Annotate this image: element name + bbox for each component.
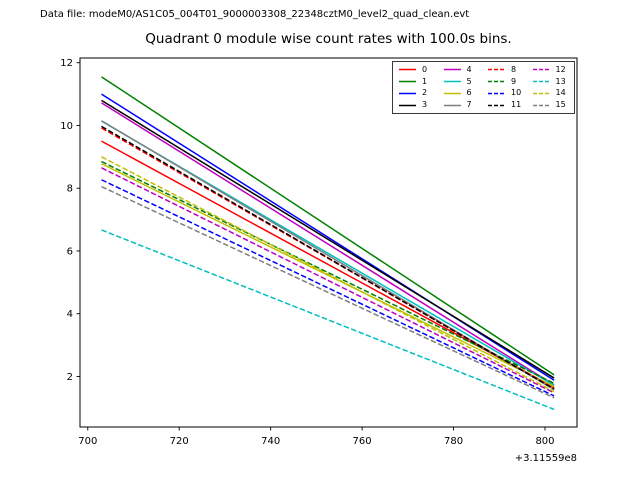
series-line-12: [101, 167, 555, 394]
series-line-4: [101, 102, 555, 386]
legend-entry-label: 11: [511, 100, 522, 110]
plot-frame: [79, 57, 578, 428]
legend-entry-label: 7: [466, 100, 472, 110]
series-line-9: [101, 160, 555, 385]
legend-line-sample: [443, 69, 461, 71]
legend-entry-label: 2: [422, 88, 428, 98]
legend-entry-5: 5: [443, 76, 482, 88]
series-line-11: [101, 125, 555, 390]
series-line-13: [101, 229, 555, 411]
series-line-3: [101, 99, 555, 379]
y-tick-label: 12: [60, 58, 73, 69]
legend-entry-13: 13: [532, 76, 571, 88]
legend-line-sample: [399, 92, 416, 95]
legend-entry-label: 1: [422, 76, 428, 86]
legend-entry-14: 14: [532, 88, 571, 100]
legend: 0 1 2 3 4 5 6 7 8 9 10 11 12 13 14 15: [392, 61, 575, 114]
legend-entry-8: 8: [487, 64, 526, 76]
x-tick-label: 760: [353, 436, 372, 447]
legend-line-sample: [399, 69, 416, 71]
legend-line-sample: [399, 104, 416, 106]
y-tick-label: 4: [67, 309, 73, 320]
legend-entry-label: 14: [555, 88, 566, 98]
x-tick-label: 740: [261, 436, 280, 447]
legend-entry-11: 11: [487, 99, 526, 111]
legend-line-sample: [443, 104, 461, 106]
chart-title: Quadrant 0 module wise count rates with …: [145, 31, 512, 47]
legend-entry-label: 8: [511, 64, 517, 74]
legend-entry-9: 9: [487, 76, 526, 88]
y-tick-label: 8: [67, 184, 73, 195]
legend-line-sample: [532, 69, 550, 71]
series-line-10: [101, 179, 555, 397]
legend-entry-label: 5: [466, 76, 472, 86]
legend-entry-label: 10: [511, 88, 522, 98]
legend-entry-6: 6: [443, 88, 482, 100]
legend-line-sample: [399, 80, 416, 83]
legend-entry-label: 15: [555, 100, 566, 110]
legend-entry-3: 3: [398, 99, 437, 111]
legend-entry-label: 0: [422, 64, 428, 74]
series-line-14: [101, 156, 555, 393]
y-tick-label: 2: [67, 372, 73, 383]
legend-entry-4: 4: [443, 64, 482, 76]
series-line-2: [101, 93, 555, 381]
legend-line-sample: [443, 80, 461, 83]
legend-entry-2: 2: [398, 88, 437, 100]
series-line-1: [101, 76, 555, 376]
legend-entry-12: 12: [532, 64, 571, 76]
legend-entry-label: 3: [422, 100, 428, 110]
x-tick-label: 780: [444, 436, 463, 447]
legend-entry-1: 1: [398, 76, 437, 88]
data-file-label: Data file: modeM0/AS1C05_004T01_90000033…: [40, 9, 470, 20]
legend-line-sample: [488, 80, 505, 83]
legend-line-sample: [488, 69, 505, 71]
legend-line-sample: [488, 92, 505, 95]
y-tick-label: 6: [67, 246, 73, 257]
x-axis-offset-text: +3.11559e8: [515, 453, 577, 464]
legend-line-sample: [532, 92, 550, 95]
legend-entry-label: 6: [466, 88, 472, 98]
legend-entry-label: 9: [511, 76, 517, 86]
legend-entry-label: 4: [466, 64, 472, 74]
x-tick-label: 700: [78, 436, 97, 447]
legend-entry-7: 7: [443, 99, 482, 111]
legend-line-sample: [488, 104, 505, 106]
legend-entry-label: 12: [555, 64, 566, 74]
series-line-15: [101, 185, 555, 399]
legend-entry-15: 15: [532, 99, 571, 111]
legend-line-sample: [532, 80, 550, 83]
legend-entry-label: 13: [555, 76, 566, 86]
legend-entry-0: 0: [398, 64, 437, 76]
legend-line-sample: [443, 92, 461, 95]
legend-line-sample: [532, 104, 550, 106]
series-line-6: [101, 163, 555, 388]
y-tick-label: 10: [60, 121, 73, 132]
x-tick-label: 720: [170, 436, 189, 447]
legend-entry-10: 10: [487, 88, 526, 100]
x-tick-label: 800: [535, 436, 554, 447]
